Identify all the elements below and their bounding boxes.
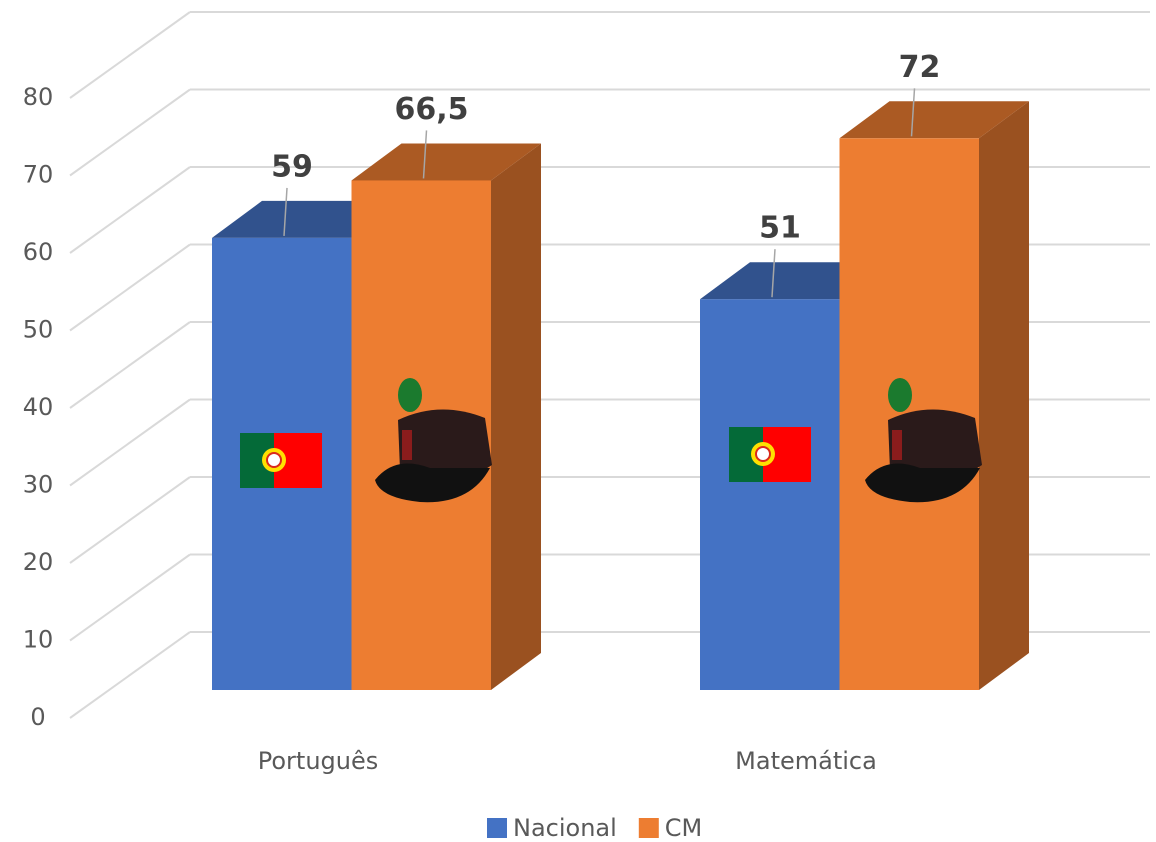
grid-line [69, 88, 191, 177]
bar-top [839, 101, 1029, 139]
grid-line [69, 11, 191, 99]
grid-line [69, 553, 191, 642]
data-label: 72 [899, 50, 941, 85]
flag-icon [240, 433, 322, 488]
grid-line [69, 398, 191, 487]
y-tick-label: 60 [23, 238, 54, 266]
legend-label: Nacional [513, 814, 617, 842]
y-tick-label: 80 [23, 83, 54, 111]
hat-icon [375, 378, 492, 503]
grid-line [69, 631, 191, 719]
legend-label: CM [665, 814, 702, 842]
y-tick-label: 70 [23, 161, 54, 189]
data-label: 66,5 [394, 92, 468, 127]
data-label: 51 [759, 211, 801, 246]
y-tick-label: 20 [23, 548, 54, 576]
decorations [240, 378, 982, 503]
y-tick-label: 0 [30, 703, 45, 731]
x-tick-label: Português [258, 747, 379, 775]
legend-swatch [487, 818, 507, 838]
hat-icon [865, 378, 982, 503]
leader-line [283, 187, 288, 236]
y-tick-label: 10 [23, 626, 54, 654]
data-label: 59 [271, 149, 313, 184]
bar-side [979, 101, 1029, 691]
y-tick-label: 30 [23, 471, 54, 499]
leader-line [910, 88, 916, 137]
bar-top [351, 143, 541, 181]
y-tick-label: 40 [23, 393, 54, 421]
grid-line [69, 166, 191, 254]
grid-line [69, 243, 191, 332]
leader-line [422, 130, 428, 179]
y-tick-label: 50 [23, 316, 54, 344]
legend-swatch [638, 818, 659, 838]
bar [700, 299, 840, 690]
leader-line [771, 249, 776, 298]
labels: 0 10 20 30 40 50 60 70 80 Português 59 66,5 Matemáti… [23, 50, 941, 842]
x-tick-label: Matemática [735, 747, 877, 775]
flag-icon [729, 427, 811, 482]
grid-line [69, 476, 191, 564]
bar-side [491, 143, 541, 691]
grid-line [69, 321, 191, 409]
